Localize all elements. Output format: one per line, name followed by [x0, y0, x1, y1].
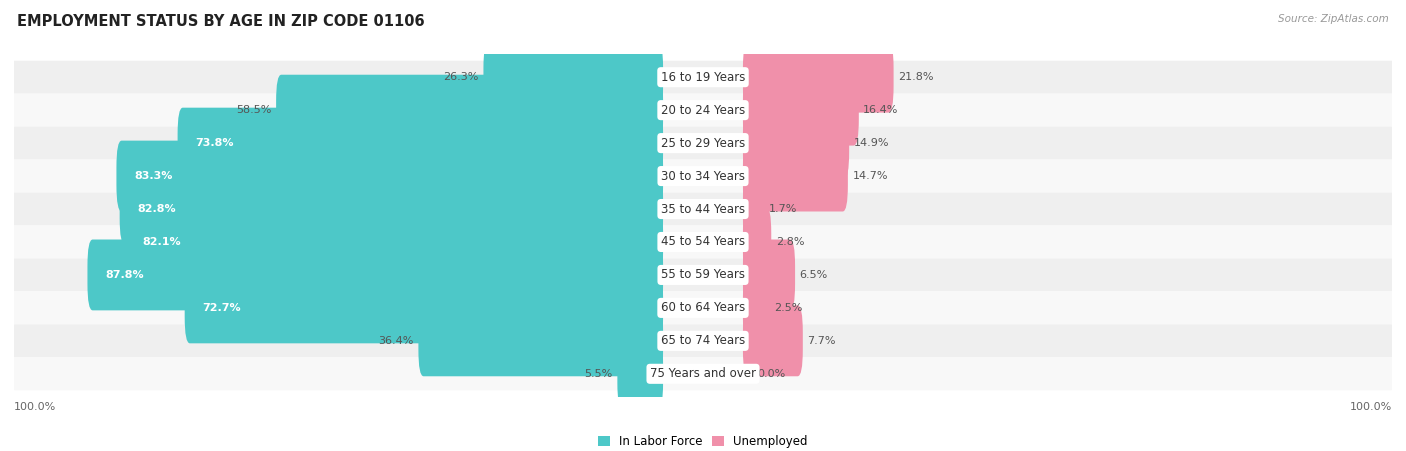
Text: 60 to 64 Years: 60 to 64 Years — [661, 301, 745, 314]
Legend: In Labor Force, Unemployed: In Labor Force, Unemployed — [593, 430, 813, 451]
FancyBboxPatch shape — [117, 141, 664, 212]
Text: 82.8%: 82.8% — [138, 204, 176, 214]
FancyBboxPatch shape — [14, 226, 1392, 258]
FancyBboxPatch shape — [742, 42, 894, 113]
FancyBboxPatch shape — [742, 75, 859, 146]
Text: 26.3%: 26.3% — [443, 72, 479, 82]
FancyBboxPatch shape — [742, 108, 849, 179]
FancyBboxPatch shape — [742, 174, 765, 244]
Text: 100.0%: 100.0% — [1350, 402, 1392, 412]
FancyBboxPatch shape — [14, 324, 1392, 357]
Text: 58.5%: 58.5% — [236, 105, 271, 115]
Text: 35 to 44 Years: 35 to 44 Years — [661, 202, 745, 216]
Text: 2.8%: 2.8% — [776, 237, 804, 247]
FancyBboxPatch shape — [742, 305, 803, 376]
FancyBboxPatch shape — [742, 239, 794, 310]
FancyBboxPatch shape — [14, 61, 1392, 94]
Text: 83.3%: 83.3% — [135, 171, 173, 181]
Text: Source: ZipAtlas.com: Source: ZipAtlas.com — [1278, 14, 1389, 23]
Text: 7.7%: 7.7% — [807, 336, 835, 346]
FancyBboxPatch shape — [276, 75, 664, 146]
Text: 100.0%: 100.0% — [14, 402, 56, 412]
Text: 2.5%: 2.5% — [773, 303, 803, 313]
FancyBboxPatch shape — [617, 338, 664, 409]
Text: 16.4%: 16.4% — [863, 105, 898, 115]
FancyBboxPatch shape — [14, 291, 1392, 324]
Text: 72.7%: 72.7% — [202, 303, 242, 313]
Text: EMPLOYMENT STATUS BY AGE IN ZIP CODE 01106: EMPLOYMENT STATUS BY AGE IN ZIP CODE 011… — [17, 14, 425, 28]
FancyBboxPatch shape — [177, 108, 664, 179]
FancyBboxPatch shape — [742, 141, 848, 212]
FancyBboxPatch shape — [124, 207, 664, 277]
FancyBboxPatch shape — [120, 174, 664, 244]
Text: 45 to 54 Years: 45 to 54 Years — [661, 235, 745, 249]
FancyBboxPatch shape — [184, 272, 664, 343]
Text: 82.1%: 82.1% — [142, 237, 181, 247]
Text: 16 to 19 Years: 16 to 19 Years — [661, 71, 745, 84]
FancyBboxPatch shape — [419, 305, 664, 376]
Text: 14.7%: 14.7% — [852, 171, 887, 181]
FancyBboxPatch shape — [742, 272, 769, 343]
Text: 6.5%: 6.5% — [800, 270, 828, 280]
Text: 73.8%: 73.8% — [195, 138, 235, 148]
Text: 14.9%: 14.9% — [853, 138, 889, 148]
FancyBboxPatch shape — [14, 160, 1392, 193]
FancyBboxPatch shape — [14, 94, 1392, 127]
Text: 21.8%: 21.8% — [898, 72, 934, 82]
Text: 20 to 24 Years: 20 to 24 Years — [661, 104, 745, 117]
FancyBboxPatch shape — [14, 258, 1392, 291]
Text: 75 Years and over: 75 Years and over — [650, 367, 756, 380]
Text: 25 to 29 Years: 25 to 29 Years — [661, 137, 745, 150]
Text: 87.8%: 87.8% — [105, 270, 143, 280]
FancyBboxPatch shape — [14, 127, 1392, 160]
FancyBboxPatch shape — [742, 207, 772, 277]
Text: 30 to 34 Years: 30 to 34 Years — [661, 170, 745, 183]
Text: 0.0%: 0.0% — [758, 369, 786, 379]
Text: 36.4%: 36.4% — [378, 336, 413, 346]
Text: 65 to 74 Years: 65 to 74 Years — [661, 334, 745, 347]
Text: 1.7%: 1.7% — [769, 204, 797, 214]
FancyBboxPatch shape — [14, 193, 1392, 226]
FancyBboxPatch shape — [484, 42, 664, 113]
Text: 55 to 59 Years: 55 to 59 Years — [661, 268, 745, 281]
Text: 5.5%: 5.5% — [585, 369, 613, 379]
FancyBboxPatch shape — [14, 357, 1392, 390]
FancyBboxPatch shape — [87, 239, 664, 310]
